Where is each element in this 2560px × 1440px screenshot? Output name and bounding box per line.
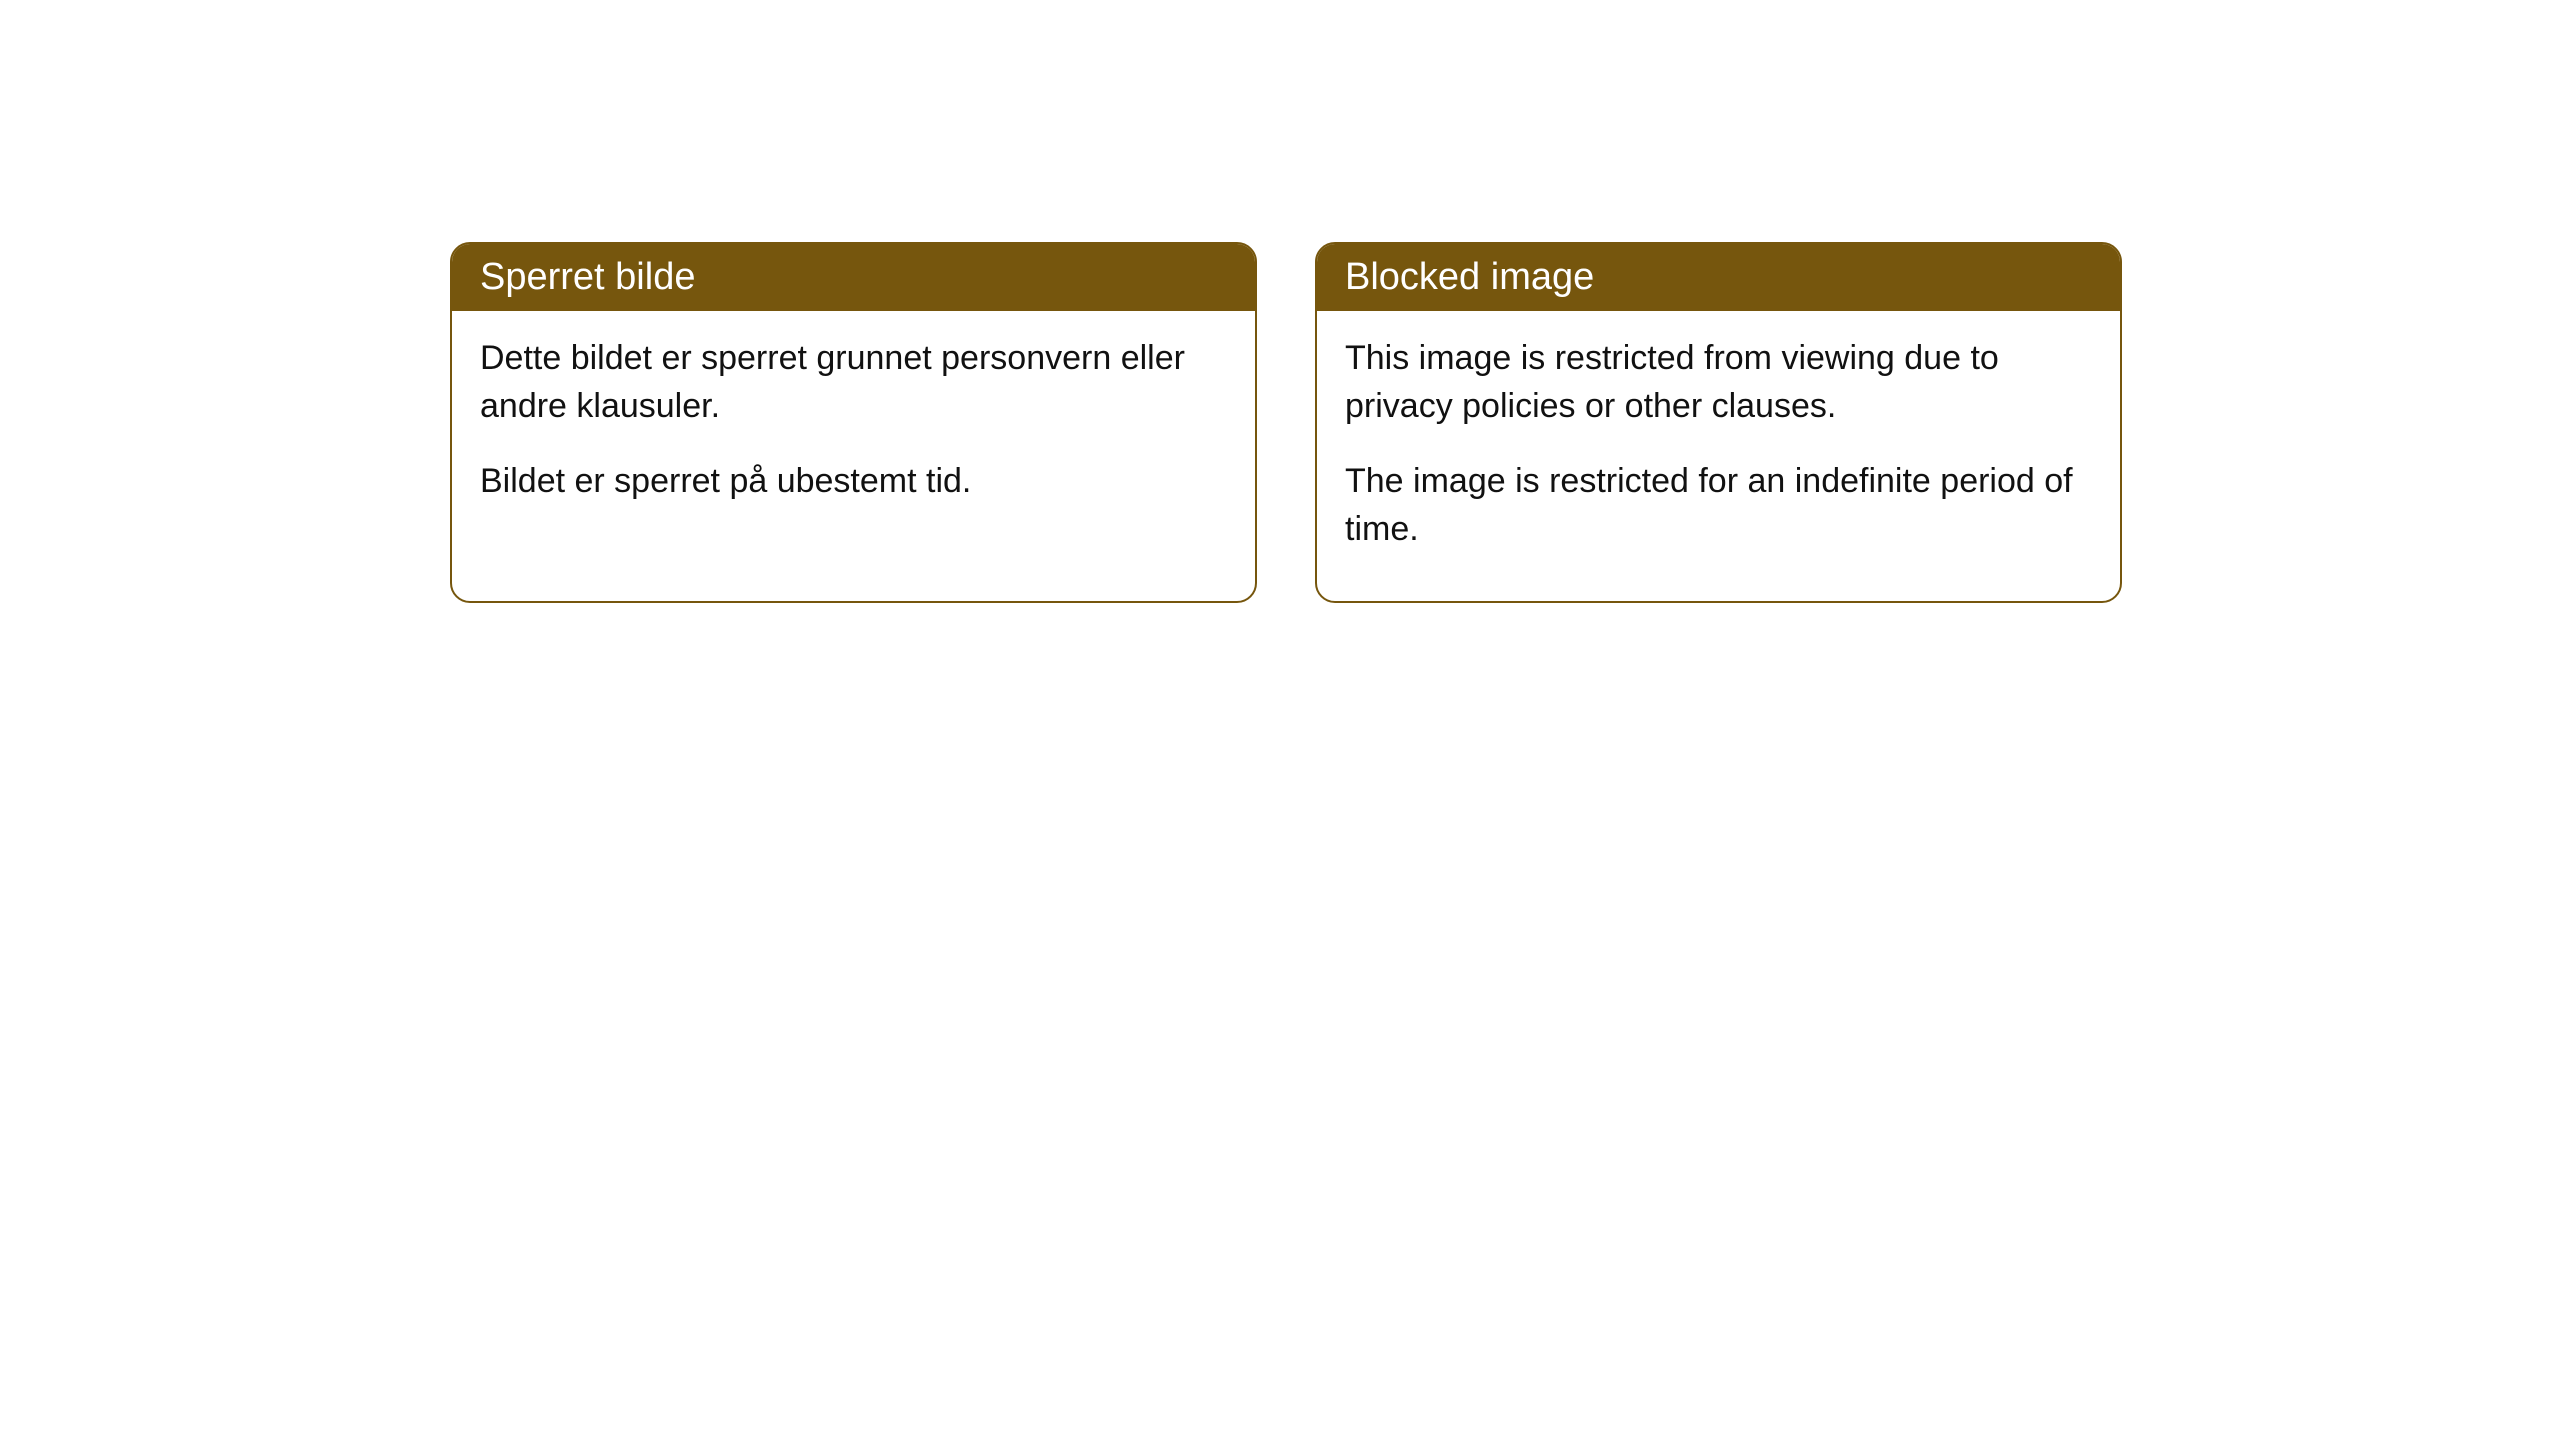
card-paragraph: Bildet er sperret på ubestemt tid. — [480, 458, 1227, 506]
card-title: Sperret bilde — [480, 256, 695, 298]
blocked-image-card-norwegian: Sperret bilde Dette bildet er sperret gr… — [450, 242, 1257, 603]
card-body: Dette bildet er sperret grunnet personve… — [452, 311, 1255, 554]
card-body: This image is restricted from viewing du… — [1317, 311, 2120, 601]
notice-cards-container: Sperret bilde Dette bildet er sperret gr… — [450, 242, 2122, 603]
card-paragraph: This image is restricted from viewing du… — [1345, 335, 2092, 430]
card-title: Blocked image — [1345, 256, 1594, 298]
card-header: Blocked image — [1317, 244, 2120, 311]
card-paragraph: Dette bildet er sperret grunnet personve… — [480, 335, 1227, 430]
blocked-image-card-english: Blocked image This image is restricted f… — [1315, 242, 2122, 603]
card-paragraph: The image is restricted for an indefinit… — [1345, 458, 2092, 553]
card-header: Sperret bilde — [452, 244, 1255, 311]
